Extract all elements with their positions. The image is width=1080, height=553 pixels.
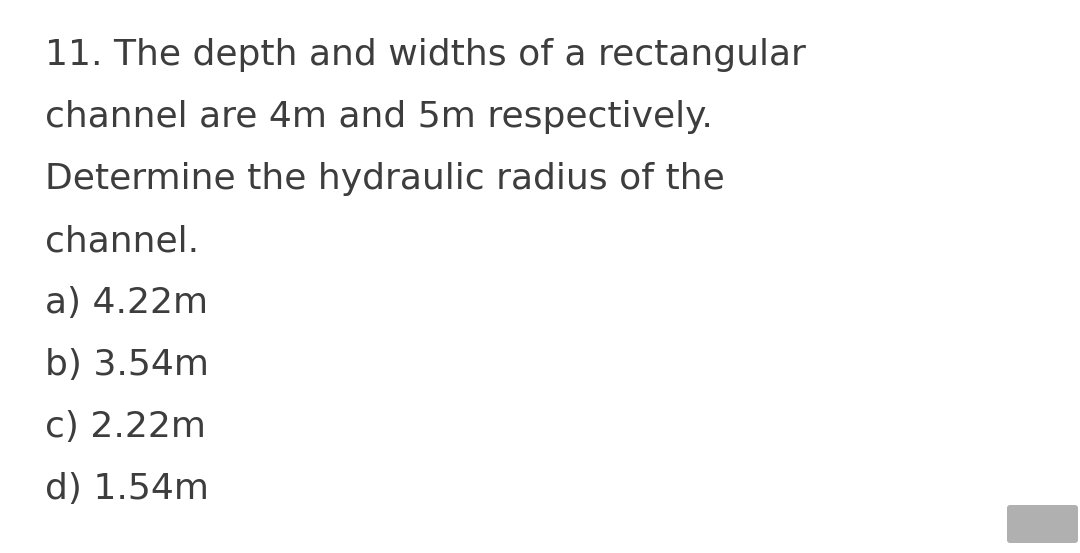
Text: b) 3.54m: b) 3.54m	[45, 348, 210, 382]
Text: 11. The depth and widths of a rectangular: 11. The depth and widths of a rectangula…	[45, 38, 806, 72]
Text: d) 1.54m: d) 1.54m	[45, 472, 210, 506]
Text: channel.: channel.	[45, 224, 199, 258]
Text: channel are 4m and 5m respectively.: channel are 4m and 5m respectively.	[45, 100, 713, 134]
Text: a) 4.22m: a) 4.22m	[45, 286, 208, 320]
Text: Determine the hydraulic radius of the: Determine the hydraulic radius of the	[45, 162, 725, 196]
Text: c) 2.22m: c) 2.22m	[45, 410, 206, 444]
FancyBboxPatch shape	[1007, 505, 1078, 543]
